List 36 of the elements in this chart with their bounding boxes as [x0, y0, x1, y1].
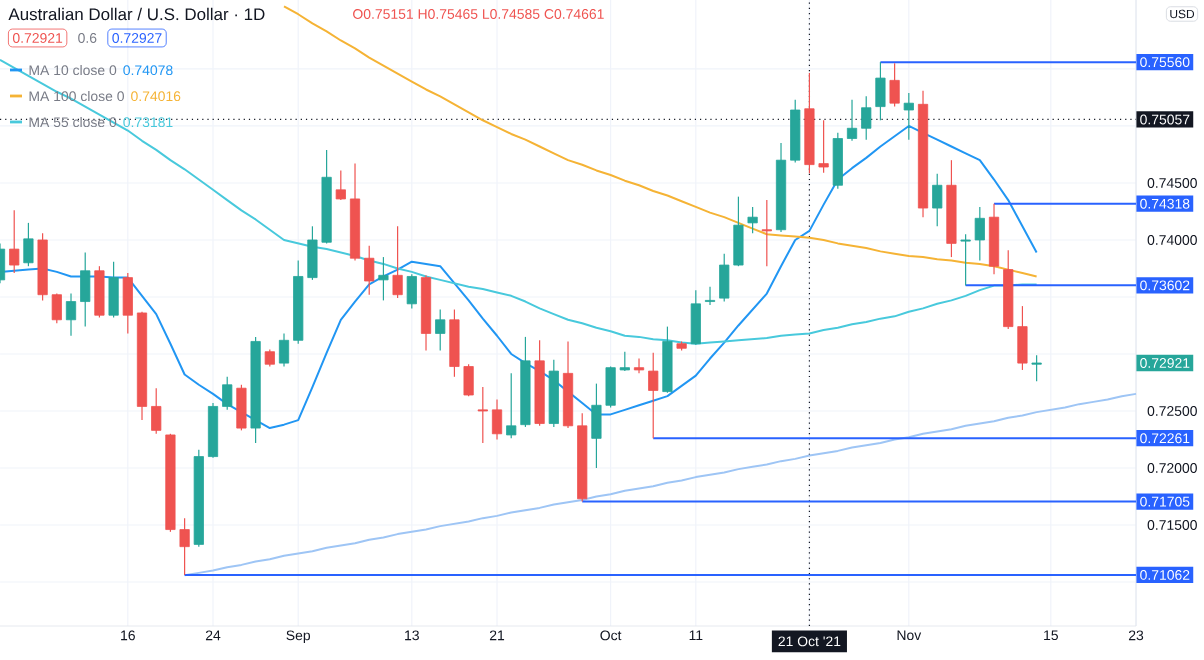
candlestick: [903, 92, 914, 141]
candlestick: [122, 272, 133, 335]
candlestick: [747, 206, 758, 234]
line-series: [283, 5, 1038, 278]
candlestick: [506, 372, 517, 439]
candlestick: [690, 289, 701, 346]
candlestick: [222, 376, 233, 411]
candlestick: [832, 132, 843, 190]
candlestick: [23, 222, 34, 267]
candlestick: [236, 384, 247, 431]
candlestick: [65, 292, 77, 337]
candlestick: [392, 225, 403, 299]
candlestick: [1031, 354, 1042, 382]
candlestick: [932, 173, 943, 227]
candlestick: [9, 209, 20, 274]
candlestick: [846, 99, 858, 142]
candlestick: [861, 95, 872, 141]
candlestick: [435, 308, 446, 352]
candlestick: [364, 245, 375, 296]
candlestick: [633, 357, 645, 374]
chart-title: Australian Dollar / U.S. Dollar · 1D: [8, 7, 265, 21]
candlestick: [278, 332, 290, 368]
candlestick: [108, 261, 119, 319]
candlestick: [477, 386, 488, 444]
candlestick: [80, 251, 91, 328]
candlestick: [761, 199, 772, 267]
candlestick: [151, 387, 162, 435]
candlestick: [378, 256, 389, 301]
candlestick: [648, 352, 659, 439]
candlestick: [889, 62, 900, 108]
candlestick: [335, 169, 346, 201]
candlestick: [704, 286, 716, 306]
candlestick: [491, 398, 503, 441]
candlestick: [875, 61, 886, 121]
candlestick: [94, 265, 105, 319]
candlestick: [406, 273, 417, 309]
